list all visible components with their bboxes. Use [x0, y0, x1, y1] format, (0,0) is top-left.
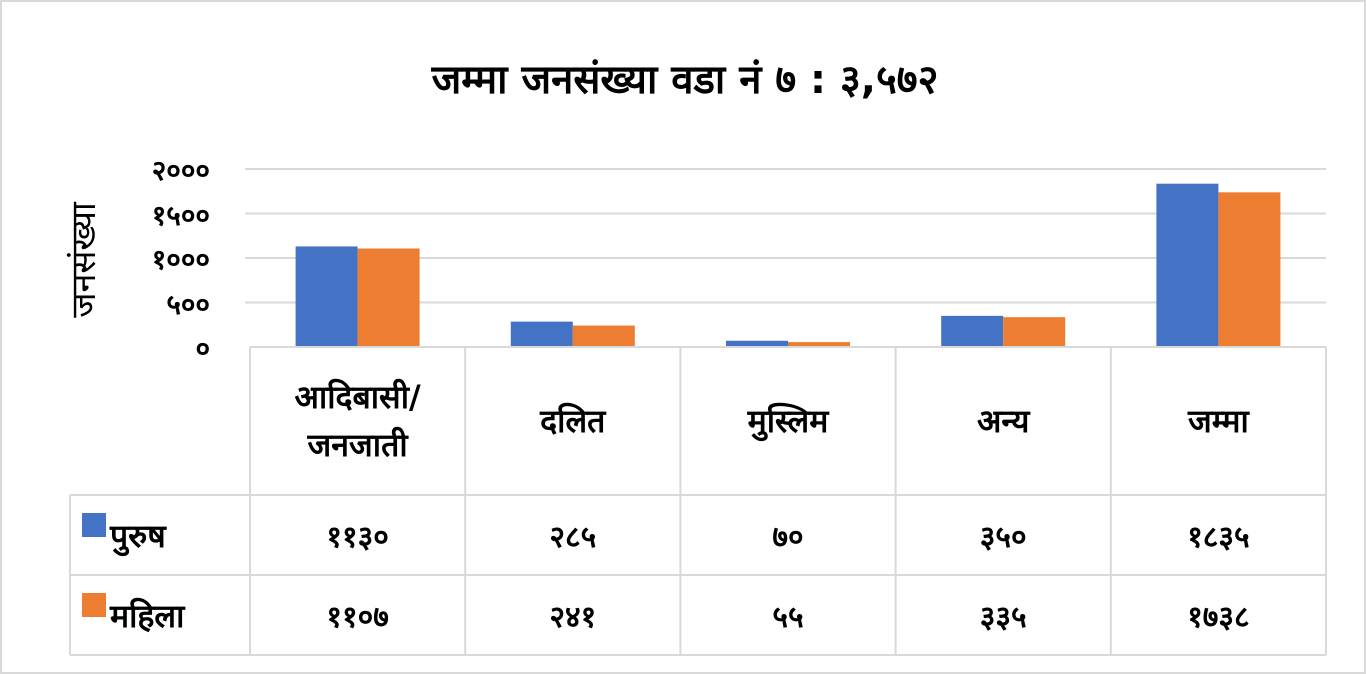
y-tick-label: १०००	[151, 243, 210, 276]
bar	[510, 321, 573, 347]
y-tick-label: ५००	[166, 287, 210, 321]
chart-title: जम्मा जनसंख्या वडा नं ७ : ३,५७२	[431, 57, 939, 103]
table-value: २८५	[549, 519, 597, 555]
table-value: ३५०	[979, 519, 1027, 555]
table-value: १८३५	[1187, 519, 1250, 555]
x-tick-label: मुस्लिम	[747, 402, 829, 440]
table-value: ११०७	[326, 599, 389, 635]
bar	[1218, 192, 1281, 347]
bar	[726, 340, 788, 347]
table-value: ७०	[772, 519, 804, 555]
y-tick-label: १५००	[151, 198, 210, 232]
x-tick-label: आदिबासी/ जनजाती	[294, 378, 421, 464]
bar	[1156, 183, 1219, 347]
x-tick-label: अन्य	[976, 402, 1030, 440]
legend-swatch	[82, 593, 106, 617]
legend-label: महिला	[110, 596, 185, 635]
table-value: २४१	[549, 599, 597, 635]
legend-label: पुरुष	[110, 516, 166, 555]
table-value: ३३५	[979, 599, 1027, 635]
legend-swatch	[82, 513, 106, 537]
x-tick-label: जम्मा	[1188, 402, 1249, 440]
y-tick-label: ०	[195, 332, 210, 365]
table-value: १७३८	[1187, 599, 1250, 635]
x-tick-label: दलित	[540, 402, 606, 440]
bar	[941, 315, 1004, 347]
bar	[1003, 317, 1066, 347]
bar	[572, 325, 635, 347]
bar	[295, 246, 358, 347]
y-tick-label: २०००	[151, 154, 210, 187]
table-value: ५५	[772, 599, 804, 635]
bar	[788, 342, 850, 347]
bar	[357, 248, 420, 347]
table-value: ११३०	[326, 519, 389, 555]
